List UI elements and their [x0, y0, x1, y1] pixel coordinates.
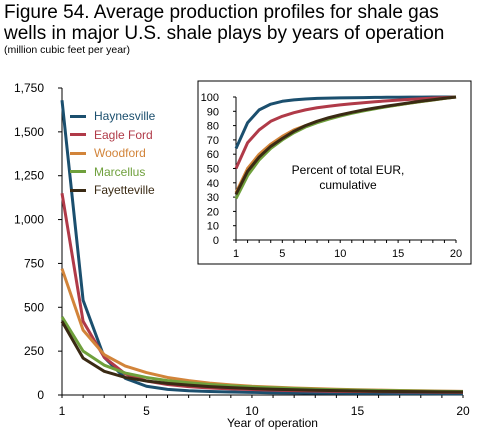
legend-item: Marcellus: [70, 163, 155, 182]
legend-label: Eagle Ford: [94, 127, 153, 142]
main-y-tick-label: 250: [24, 344, 44, 358]
inset-y-tick-label: 50: [207, 164, 219, 176]
legend-label: Marcellus: [94, 164, 146, 179]
inset-y-tick-label: 0: [213, 235, 219, 247]
main-x-tick-label: 20: [456, 404, 470, 418]
inset-series-line-5: [234, 95, 457, 195]
main-y-tick-label: 1,500: [14, 125, 44, 139]
inset-series-line-2: [234, 95, 457, 170]
main-y-tick-label: 1,000: [14, 213, 44, 227]
legend-swatch: [70, 133, 86, 137]
legend-item: Fayetteville: [70, 181, 155, 200]
main-y-tick-label: 1,250: [14, 169, 44, 183]
main-x-tick-label: 5: [143, 404, 150, 418]
main-y-tick-label: 1,750: [14, 81, 44, 95]
legend: Haynesville Eagle Ford Woodford Marcellus Fa…: [70, 107, 155, 200]
legend-swatch: [70, 170, 86, 174]
legend-label: Fayetteville: [94, 183, 155, 198]
legend-item: Woodford: [70, 144, 155, 163]
legend-swatch: [70, 151, 86, 155]
main-series-line-haynesville: [60, 100, 463, 396]
main-series-line-fayetteville: [60, 320, 464, 394]
legend-swatch: [70, 188, 86, 192]
main-y-tick-label: 500: [24, 300, 44, 314]
chart-subtitle: (million cubic feet per year): [4, 44, 131, 56]
inset-y-tick-label: 80: [207, 121, 219, 133]
main-x-axis-title: Year of operation: [227, 416, 318, 430]
inset-x-tick-label: 5: [279, 248, 285, 260]
inset-series-line-1: [234, 95, 456, 150]
legend-item: Haynesville: [70, 107, 155, 126]
inset-y-tick-label: 90: [207, 106, 219, 118]
inset-x-tick-label: 10: [334, 248, 346, 260]
legend-label: Haynesville: [94, 109, 156, 124]
inset-y-tick-label: 20: [207, 206, 219, 218]
main-x-tick-label: 1: [59, 404, 66, 418]
inset-chart-frame: [197, 80, 472, 265]
inset-y-tick-label: 40: [207, 178, 219, 190]
legend-label: Woodford: [94, 146, 146, 161]
main-y-tick-label: 750: [24, 256, 44, 270]
inset-x-tick-label: 20: [450, 248, 462, 260]
inset-y-tick-label: 100: [201, 92, 219, 104]
inset-chart-title: Percent of total EUR, cumulative: [291, 163, 405, 192]
main-x-tick-label: 10: [245, 404, 259, 418]
inset-y-tick-label: 70: [207, 135, 219, 147]
main-series-line-marcellus: [60, 316, 464, 393]
main-x-tick-label: 15: [351, 404, 365, 418]
chart-title: Figure 54. Average production profiles f…: [4, 2, 445, 44]
inset-y-tick-label: 10: [207, 221, 219, 233]
legend-swatch: [70, 114, 86, 118]
inset-y-tick-label: 30: [207, 192, 219, 204]
inset-y-tick-label: 60: [207, 149, 219, 161]
main-y-tick-label: 0: [37, 388, 44, 402]
inset-x-tick-label: 1: [233, 248, 239, 260]
inset-x-tick-label: 15: [392, 248, 404, 260]
legend-item: Eagle Ford: [70, 126, 155, 145]
